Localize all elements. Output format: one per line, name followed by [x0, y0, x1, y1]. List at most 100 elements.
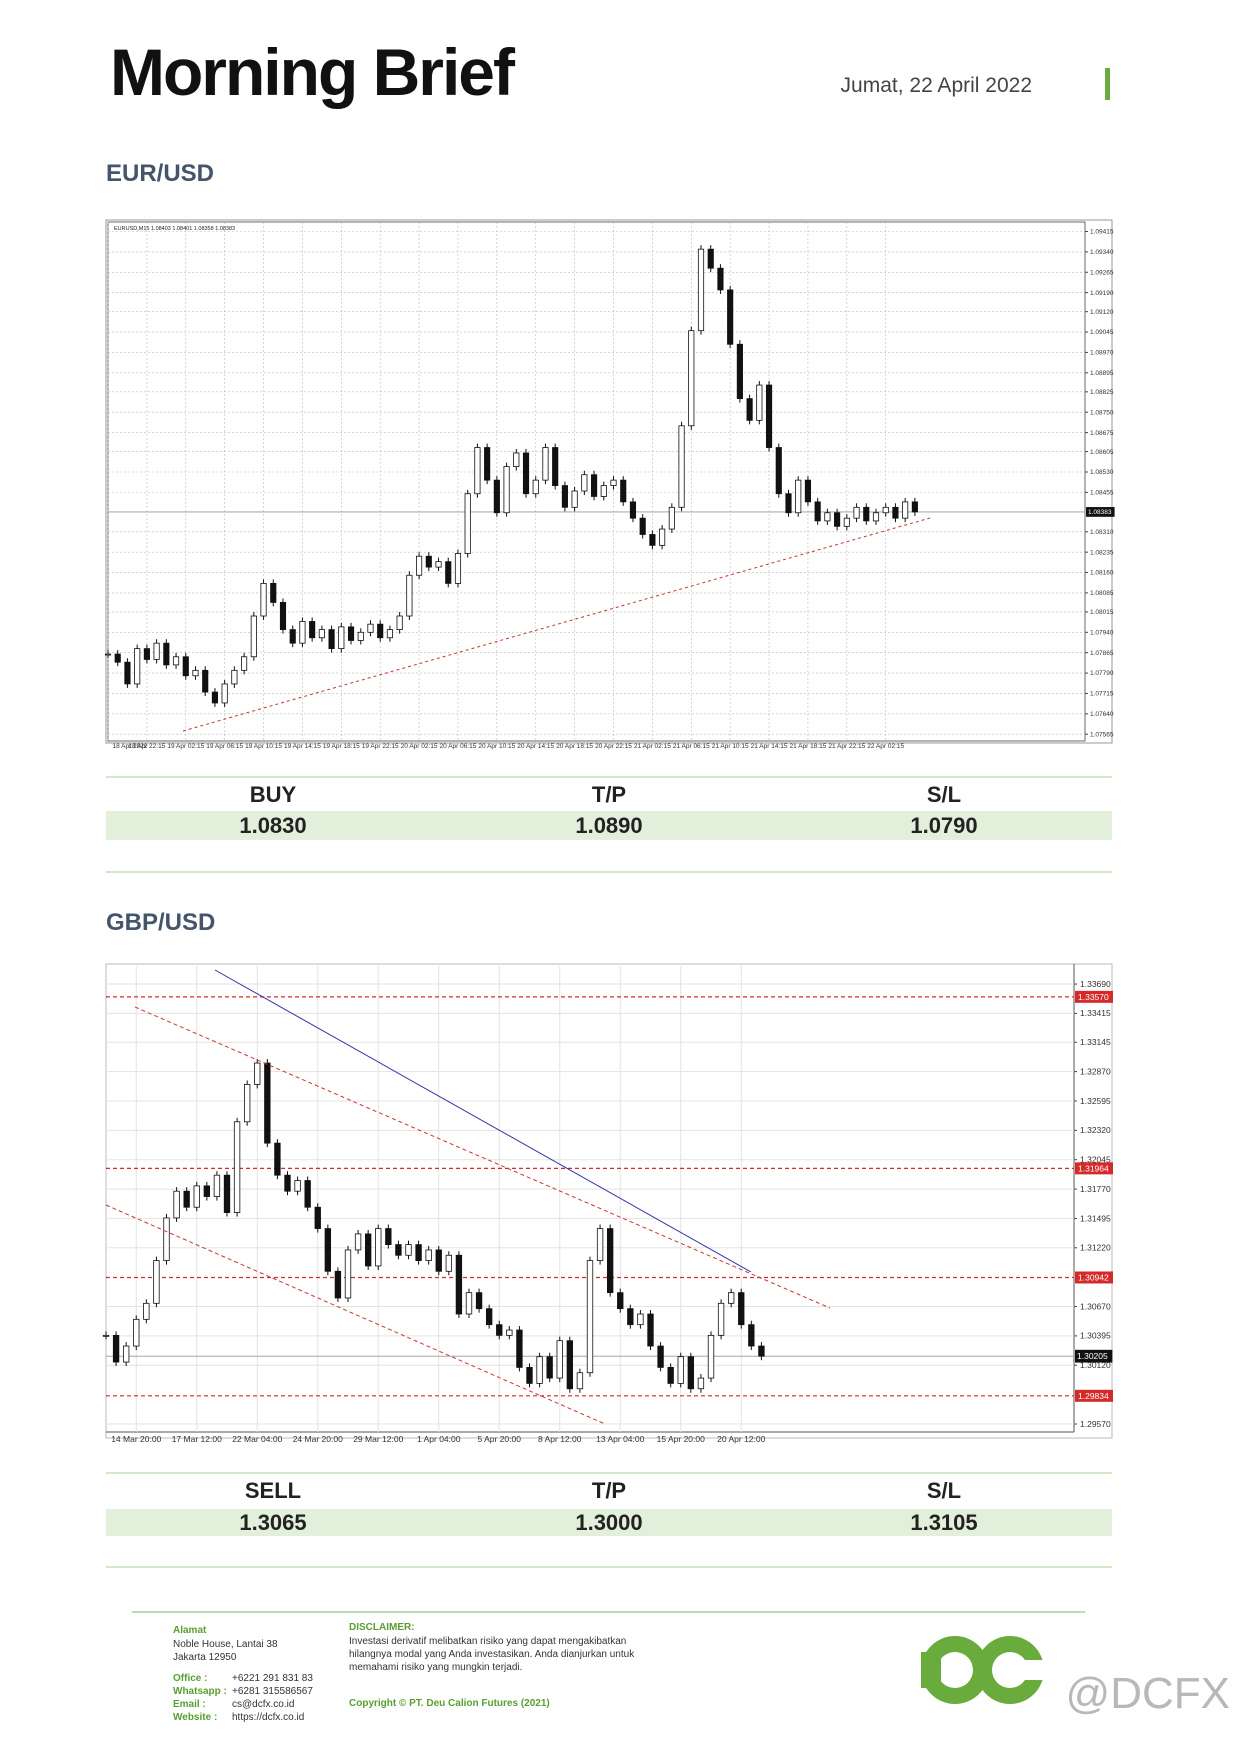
candle-body: [620, 479, 627, 503]
candle-body: [522, 452, 530, 495]
footer-text: https://dcfx.co.id: [232, 1712, 304, 1723]
y-tick-label: 1.31220: [1080, 1243, 1111, 1253]
x-tick-label: 13 Apr 04:00: [596, 1434, 644, 1444]
candle-body: [503, 466, 510, 514]
candle-body: [163, 642, 170, 666]
candle-body: [668, 506, 675, 530]
y-tick-label: 1.32320: [1080, 1125, 1111, 1135]
y-tick-label: 1.08455: [1090, 490, 1114, 497]
candle-body: [173, 1190, 180, 1219]
candle-body: [785, 493, 792, 514]
candle-body: [911, 501, 918, 513]
candle-body: [775, 447, 782, 495]
candle-body: [284, 1174, 291, 1192]
candle-body: [112, 1334, 120, 1363]
x-tick-label: 20 Apr 22:15: [595, 743, 632, 750]
cell: 1.3000: [575, 1510, 642, 1535]
last-price-label: 1.08383: [1088, 509, 1112, 516]
candle-body: [765, 384, 773, 448]
candle-body: [566, 1340, 574, 1390]
candle-body: [193, 1185, 200, 1208]
candle-body: [347, 626, 355, 641]
y-tick-label: 1.09340: [1090, 249, 1114, 256]
logo: [921, 1636, 1046, 1704]
x-tick-label: 21 Apr 02:15: [634, 743, 671, 750]
candle-body: [758, 1345, 765, 1357]
footer-text: Jakarta 12950: [173, 1652, 237, 1663]
y-tick-label: 1.08015: [1090, 609, 1114, 616]
last-price-label: 1.30205: [1077, 1351, 1108, 1361]
y-tick-label: 1.08895: [1090, 370, 1114, 377]
col-header: T/P: [592, 1478, 626, 1503]
last-price-tag: [1075, 1349, 1113, 1363]
candle-body: [279, 602, 287, 630]
candle-body: [435, 1249, 442, 1272]
footer-text: Noble House, Lantai 38: [173, 1639, 278, 1650]
x-tick-label: 22 Mar 04:00: [232, 1434, 282, 1444]
candle-body: [546, 1356, 553, 1379]
candle-body: [590, 474, 598, 497]
x-tick-label: 20 Apr 10:15: [478, 743, 515, 750]
footer-text: +6221 291 831 83: [232, 1673, 313, 1684]
y-tick-label: 1.08530: [1090, 469, 1114, 476]
candle-body: [804, 479, 812, 503]
y-tick-label: 1.09415: [1090, 229, 1114, 236]
x-tick-label: 29 Mar 12:00: [353, 1434, 403, 1444]
footer-text: +6281 315586567: [232, 1686, 313, 1697]
y-tick-label: 1.33145: [1080, 1037, 1111, 1047]
candle-body: [304, 1180, 311, 1208]
candle-body: [122, 1345, 130, 1363]
candle-body: [464, 493, 471, 554]
candle-body: [892, 506, 899, 519]
candle-body: [902, 501, 909, 519]
candle-body: [396, 615, 403, 630]
x-tick-label: 21 Apr 14:15: [751, 743, 788, 750]
y-tick-label: 1.08825: [1090, 389, 1114, 396]
x-tick-label: 14 Mar 20:00: [111, 1434, 161, 1444]
level-tag: [1075, 1271, 1113, 1284]
candle-body: [364, 1233, 372, 1267]
candle-body: [299, 621, 306, 644]
x-tick-label: 20 Apr 06:15: [440, 743, 477, 750]
candle-body: [211, 691, 219, 704]
candle-body: [324, 1228, 332, 1272]
candle-body: [629, 501, 637, 519]
candle-body: [727, 289, 734, 345]
x-tick-label: 21 Apr 06:15: [673, 743, 710, 750]
x-tick-label: 21 Apr 22:15: [828, 743, 865, 750]
copyright: Copyright © PT. Deu Calion Futures (2021…: [349, 1698, 550, 1709]
candle-body: [425, 555, 432, 568]
y-tick-label: 1.32045: [1080, 1155, 1111, 1165]
candle-body: [556, 1340, 563, 1379]
x-tick-label: 17 Mar 12:00: [172, 1434, 222, 1444]
x-tick-label: 22 Apr 02:15: [867, 743, 904, 750]
candle-body: [203, 1185, 211, 1197]
candle-body: [617, 1292, 624, 1310]
y-tick-label: 1.30670: [1080, 1301, 1111, 1311]
level-tag: [1075, 990, 1113, 1003]
candle-body: [143, 648, 150, 660]
candle-body: [526, 1366, 533, 1384]
candle-body: [104, 653, 112, 656]
watermark: @DCFX: [1066, 1669, 1230, 1718]
trend-line: [134, 1006, 831, 1309]
pair-title: GBP/USD: [106, 909, 215, 936]
candle-body: [454, 553, 462, 584]
pair-title: EUR/USD: [106, 160, 214, 187]
candle-body: [124, 661, 131, 685]
candle-body: [213, 1174, 221, 1197]
footer-label: Website :: [173, 1712, 217, 1723]
candle-body: [375, 1228, 382, 1267]
candle-body: [561, 485, 568, 508]
candle-body: [153, 1260, 160, 1304]
candle-body: [367, 623, 374, 633]
candle-body: [667, 1366, 674, 1384]
candle-body: [289, 629, 296, 644]
candle-body: [172, 656, 180, 666]
x-tick-label: 19 Apr 10:15: [245, 743, 282, 750]
candle-body: [314, 1206, 321, 1229]
y-tick-label: 1.07790: [1090, 670, 1114, 677]
cell: 1.0830: [239, 813, 306, 838]
cell: 1.0890: [575, 813, 642, 838]
candle-body: [357, 631, 364, 641]
